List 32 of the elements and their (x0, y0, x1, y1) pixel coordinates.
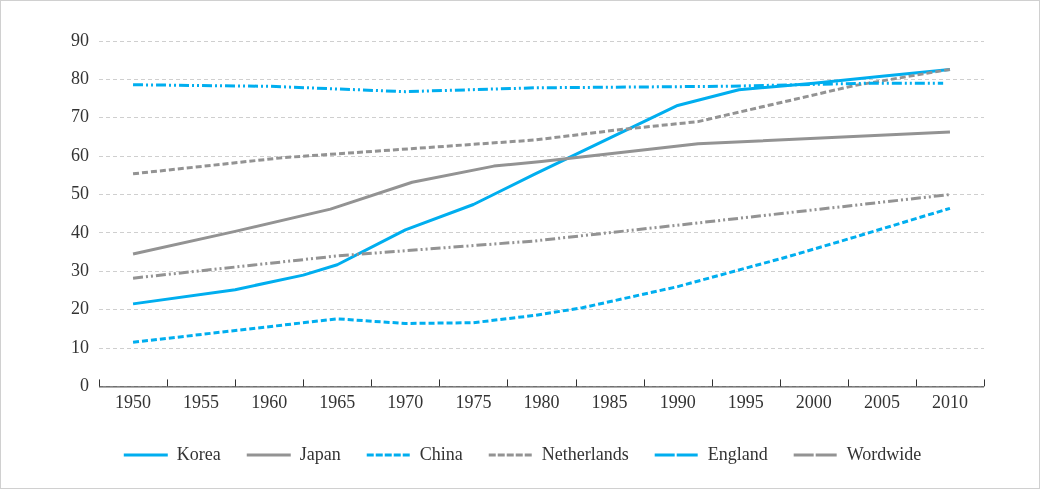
x-tick-label: 1955 (183, 391, 220, 412)
legend-label: Japan (299, 443, 341, 464)
x-tick-label: 1965 (319, 391, 356, 412)
x-tick-label: 1970 (387, 391, 424, 412)
x-tick-label: 2005 (863, 391, 900, 412)
y-tick-label: 60 (71, 144, 89, 165)
y-tick-label: 30 (71, 260, 89, 280)
x-tick-label: 1985 (591, 391, 628, 412)
x-tick-label: 2000 (795, 391, 832, 412)
legend-label: Netherlands (541, 443, 629, 464)
line-series (131, 206, 952, 344)
x-tick-label: 1960 (251, 391, 288, 412)
legend-label: China (419, 443, 463, 464)
line-series (131, 193, 952, 280)
y-tick-label: 90 (71, 29, 89, 50)
x-tick-label: 1990 (659, 391, 696, 412)
x-tick-label: 1950 (115, 391, 152, 412)
x-tick-label: 1995 (727, 391, 764, 412)
line-series (131, 67, 952, 176)
y-tick-label: 70 (71, 106, 89, 127)
y-tick-label: 40 (71, 221, 89, 242)
y-tick-label: 0 (80, 375, 89, 396)
legend-label: Korea (176, 443, 221, 464)
x-tick-label: 1975 (455, 391, 492, 412)
legend-label: Wordwide (846, 443, 922, 464)
y-tick-label: 50 (71, 183, 89, 204)
y-tick-label: 20 (71, 298, 89, 319)
x-tick-label: 2010 (931, 391, 968, 412)
y-tick-label: 80 (71, 68, 89, 89)
x-tick-label: 1980 (523, 391, 560, 412)
legend-label: England (707, 443, 768, 464)
y-tick-label: 10 (71, 336, 89, 357)
